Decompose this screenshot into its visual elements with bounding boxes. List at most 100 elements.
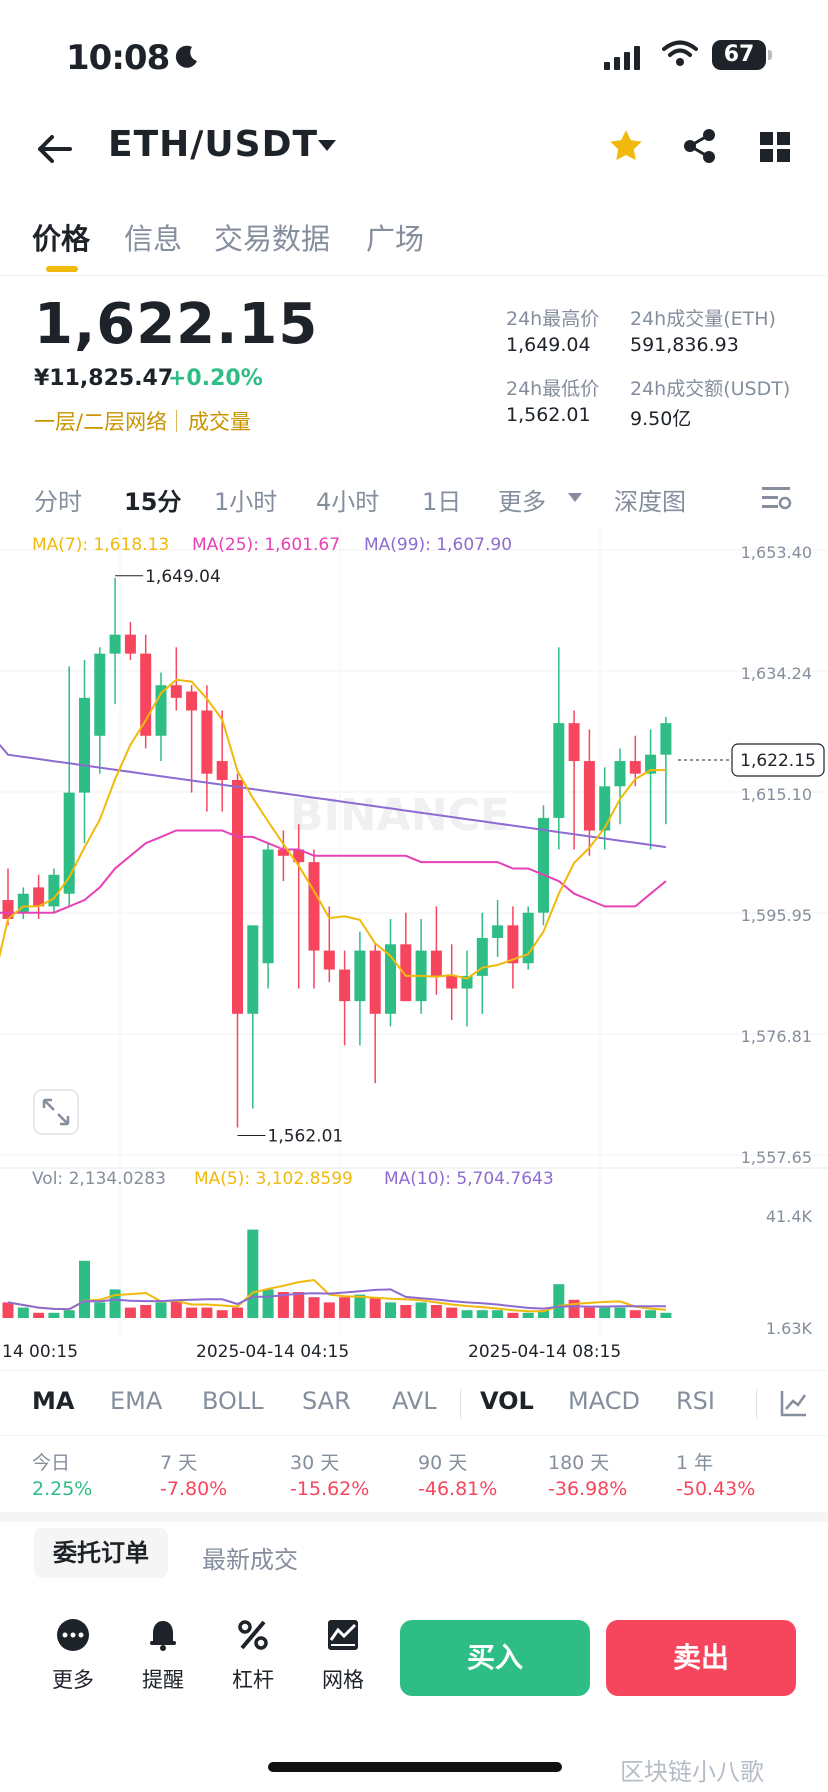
candle (339, 950, 351, 1046)
volume-bar (538, 1310, 549, 1318)
volume-tag[interactable]: 成交量 (188, 410, 251, 434)
trading-pair-title[interactable]: ETH/USDT (108, 124, 319, 165)
status-bar: 10:08 67 (0, 30, 828, 80)
buy-button[interactable]: 买入 (400, 1620, 590, 1696)
active-tab-indicator (46, 266, 78, 272)
volume-bar (232, 1307, 243, 1318)
volume-bar (201, 1307, 213, 1318)
vol-ma5-legend: MA(5): 3,102.8599 (194, 1169, 353, 1189)
interval-1d[interactable]: 1日 (422, 488, 462, 516)
volume-bar (63, 1310, 75, 1318)
main-tabs: 价格 信息 交易数据 广场 (0, 210, 828, 276)
low-marker-label: 1,562.01 (268, 1127, 344, 1147)
vol-ma10-line (7, 1288, 666, 1311)
tab-price[interactable]: 价格 (32, 222, 91, 256)
current-price-label: 1,622.15 (740, 751, 816, 771)
section-divider (0, 1512, 828, 1522)
volume-bar (660, 1312, 672, 1318)
network-tag[interactable]: 一层/二层网络 (34, 410, 168, 434)
high-value: 1,649.04 (506, 334, 591, 356)
indicator-ema[interactable]: EMA (110, 1387, 163, 1415)
interval-timeshare[interactable]: 分时 (34, 488, 82, 516)
candle (186, 685, 198, 793)
candle (247, 925, 259, 1109)
tab-info[interactable]: 信息 (124, 222, 183, 256)
candle (216, 710, 228, 812)
indicator-boll[interactable]: BOLL (202, 1387, 264, 1415)
fullscreen-button[interactable] (33, 1089, 79, 1135)
perf-label: 7 天 (160, 1452, 198, 1474)
indicator-rsi[interactable]: RSI (676, 1387, 715, 1415)
indicator-settings-icon[interactable] (780, 1389, 808, 1417)
chart-settings-icon[interactable] (762, 484, 792, 512)
tab-order-book[interactable]: 委托订单 (34, 1528, 168, 1578)
footer-watermark: 区块链小八歌 (620, 1758, 764, 1786)
candle (446, 944, 458, 1021)
home-indicator (268, 1762, 562, 1772)
tool-leverage[interactable]: 杠杆 (218, 1618, 288, 1694)
tab-square[interactable]: 广场 (366, 222, 425, 256)
volume-bar (400, 1305, 412, 1318)
status-time: 10:08 (66, 38, 170, 78)
share-icon[interactable] (682, 128, 718, 164)
more-dots-icon[interactable] (56, 1618, 90, 1652)
volume-bar (599, 1307, 611, 1318)
grid-bot-icon[interactable] (326, 1618, 360, 1652)
perf-label: 今日 (32, 1452, 71, 1474)
volume-bar (308, 1297, 320, 1318)
depth-chart-tab[interactable]: 深度图 (614, 488, 686, 516)
interval-15m[interactable]: 15分 (124, 488, 182, 516)
volume-bar (430, 1305, 442, 1318)
interval-4h[interactable]: 4小时 (316, 488, 380, 516)
volume-bar (507, 1312, 519, 1318)
tool-label: 提醒 (142, 1668, 184, 1692)
tool-alert[interactable]: 提醒 (128, 1618, 198, 1694)
kline-chart[interactable]: BINANCE MA(7): 1,618.13 MA(25): 1,601.67… (0, 528, 828, 1338)
percent-icon[interactable] (236, 1618, 270, 1652)
candle (109, 577, 121, 705)
y-tick: 1,595.95 (741, 906, 812, 925)
volume-bar (17, 1307, 29, 1318)
candle (140, 634, 152, 749)
tab-latest-trades[interactable]: 最新成交 (202, 1546, 298, 1574)
more-caret-icon[interactable] (568, 493, 582, 502)
tool-more[interactable]: 更多 (38, 1618, 108, 1694)
last-price: 1,622.15 (34, 292, 319, 357)
volume-bar (79, 1260, 90, 1318)
pair-dropdown-icon[interactable] (318, 140, 336, 151)
battery-indicator: 67 (712, 40, 772, 70)
volume-bar (262, 1289, 274, 1318)
sell-button[interactable]: 卖出 (606, 1620, 796, 1696)
indicator-avl[interactable]: AVL (392, 1387, 437, 1415)
tool-grid[interactable]: 网格 (308, 1618, 378, 1694)
perf-label: 90 天 (418, 1452, 468, 1474)
candle (369, 944, 381, 1084)
volume-bar (2, 1302, 14, 1318)
candle (201, 685, 213, 812)
candle (507, 906, 519, 989)
tool-label: 杠杆 (232, 1668, 274, 1692)
vol-tick: 1.63K (766, 1319, 813, 1338)
indicator-sar[interactable]: SAR (302, 1387, 351, 1415)
expand-icon[interactable] (42, 1098, 70, 1126)
candle (232, 773, 243, 1128)
interval-more[interactable]: 更多 (498, 488, 546, 516)
candle (308, 849, 320, 989)
x-tick: 2025-04-14 08:15 (468, 1342, 622, 1362)
indicator-macd[interactable]: MACD (568, 1387, 640, 1415)
volume-bar (568, 1299, 580, 1318)
back-arrow-icon[interactable] (36, 134, 72, 164)
ma99-legend: MA(99): 1,607.90 (364, 535, 512, 555)
grid-layout-icon[interactable] (760, 132, 790, 162)
tab-trading-data[interactable]: 交易数据 (214, 222, 331, 256)
bell-icon[interactable] (146, 1618, 180, 1652)
candle (293, 824, 305, 989)
indicator-ma[interactable]: MA (32, 1387, 75, 1415)
volume-bar (645, 1310, 657, 1318)
kline-svg[interactable]: BINANCE MA(7): 1,618.13 MA(25): 1,601.67… (0, 528, 828, 1338)
favorite-star-icon[interactable] (608, 128, 644, 164)
interval-1h[interactable]: 1小时 (214, 488, 278, 516)
volume-bar (109, 1289, 121, 1318)
indicator-vol[interactable]: VOL (480, 1387, 534, 1415)
y-tick: 1,576.81 (741, 1027, 812, 1046)
